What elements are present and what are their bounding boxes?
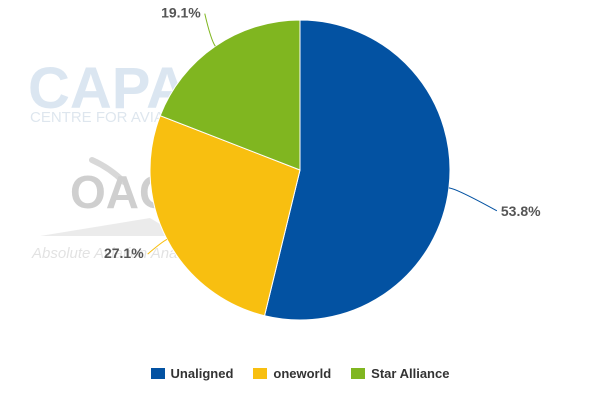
legend-swatch <box>351 368 366 379</box>
legend-swatch <box>253 368 268 379</box>
watermark-oag-swoosh <box>89 157 127 185</box>
legend-item-star-alliance[interactable]: Star Alliance <box>351 366 449 381</box>
watermark-oag-subtitle: Absolute Aviation Analysis <box>31 245 207 262</box>
legend-item-oneworld[interactable]: oneworld <box>253 366 331 381</box>
legend: Unaligned oneworld Star Alliance <box>0 366 600 381</box>
legend-label: Star Alliance <box>371 366 450 381</box>
data-label-star-alliance: 19.1% <box>161 5 201 21</box>
pie-data-labels: 53.8% 27.1% 19.1% <box>104 5 541 262</box>
watermark-capa-subtitle: CENTRE FOR AVIATION <box>30 109 199 126</box>
watermark-oag-wedge <box>40 218 180 236</box>
data-label-oneworld: 27.1% <box>104 245 144 261</box>
legend-label: Unaligned <box>170 366 234 381</box>
pie-slices <box>149 19 451 321</box>
legend-swatch <box>150 368 165 379</box>
legend-item-unaligned[interactable]: Unaligned <box>150 366 234 381</box>
leader-line-oneworld <box>147 238 168 255</box>
leader-line-unaligned <box>448 187 498 212</box>
leader-line-star-alliance <box>204 13 216 47</box>
data-label-unaligned: 53.8% <box>501 203 541 219</box>
pie-leader-lines <box>147 13 498 255</box>
watermark-capa-logo: CAPA <box>28 56 188 121</box>
pie-slice-unaligned <box>263 19 451 321</box>
legend-label: oneworld <box>273 366 332 381</box>
